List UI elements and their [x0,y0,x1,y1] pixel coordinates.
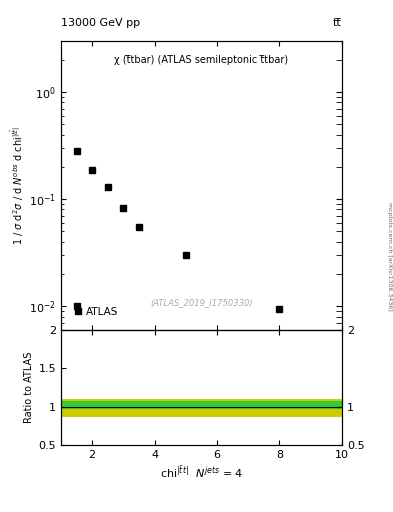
X-axis label: chi$^{|\bar{t}t|}$  $N^{jets}$ = 4: chi$^{|\bar{t}t|}$ $N^{jets}$ = 4 [160,464,243,480]
Legend: ATLAS: ATLAS [72,305,121,319]
Text: mcplots.cern.ch [arXiv:1306.3436]: mcplots.cern.ch [arXiv:1306.3436] [387,202,392,310]
Text: χ (t̅tbar) (ATLAS semileptonic t̅tbar): χ (t̅tbar) (ATLAS semileptonic t̅tbar) [114,55,288,66]
Text: 13000 GeV pp: 13000 GeV pp [61,18,140,28]
Text: (ATLAS_2019_I1750330): (ATLAS_2019_I1750330) [150,298,253,307]
Y-axis label: Ratio to ATLAS: Ratio to ATLAS [24,352,34,423]
Text: tt̅: tt̅ [333,18,342,28]
Y-axis label: 1 / $\sigma$ d$^2\sigma$ / d $N^{obs}$ d chi$^{|t\bar{t}|}$: 1 / $\sigma$ d$^2\sigma$ / d $N^{obs}$ d… [10,126,26,245]
